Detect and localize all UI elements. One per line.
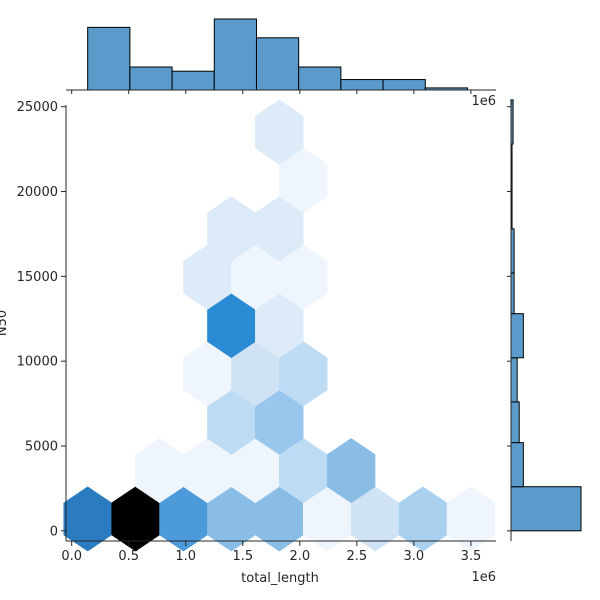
y-tick-label: 5000	[25, 439, 58, 454]
marginal-y-histogram	[510, 99, 582, 532]
x-tick-label: 2.0	[289, 549, 310, 564]
x-axis-label: total_length	[241, 571, 319, 586]
hexbin-plot	[63, 99, 496, 552]
marginal-x-bar-2	[171, 70, 215, 91]
marginal-y-bar-3	[510, 357, 518, 403]
marginal-x-bar-5	[298, 66, 342, 91]
y-tick-label: 25000	[17, 100, 58, 115]
marginal-x-bar-3	[213, 18, 257, 91]
hexbin-cell-8	[446, 486, 496, 552]
marginal-y-bar-4	[510, 313, 524, 359]
hexbin-cell-13	[326, 438, 376, 504]
marginal-y-bar-1	[510, 442, 524, 488]
marginal-x-bar-6	[340, 79, 384, 91]
y-tick-label: 10000	[17, 355, 58, 370]
marginal-x-bar-7	[382, 79, 426, 91]
axes: 0.0 0.5 1.0 1.5 2.0 2.5 3.0 3.5 0 5000 10000 15000 2…	[17, 89, 512, 564]
y-tick-label: 20000	[17, 185, 58, 200]
y-tick-label: 0	[50, 524, 58, 539]
x-tick-label: 0.5	[118, 549, 139, 564]
x-tick-label: 2.5	[347, 549, 368, 564]
x-tick-label: 1.5	[232, 549, 253, 564]
y-tick-label: 15000	[17, 270, 58, 285]
marginal-x-offset-label: 1e6	[471, 94, 496, 109]
x-offset-label: 1e6	[471, 570, 496, 585]
hexbin-cell-27	[255, 99, 304, 165]
marginal-x-bar-0	[87, 26, 131, 91]
hexbin-cell-0	[63, 486, 112, 552]
marginal-x-bar-4	[255, 37, 300, 91]
y-axis-label: N50	[0, 310, 10, 336]
x-tick-label: 3.0	[404, 549, 425, 564]
marginal-y-bar-2	[510, 401, 520, 444]
marginal-x-histogram	[87, 18, 468, 91]
marginal-y-bar-0	[510, 486, 582, 532]
x-tick-label: 0.0	[61, 549, 82, 564]
hexbin-cell-7	[398, 486, 448, 552]
x-tick-label: 1.0	[175, 549, 196, 564]
marginal-x-bar-1	[129, 66, 173, 91]
x-tick-label: 3.5	[461, 549, 482, 564]
